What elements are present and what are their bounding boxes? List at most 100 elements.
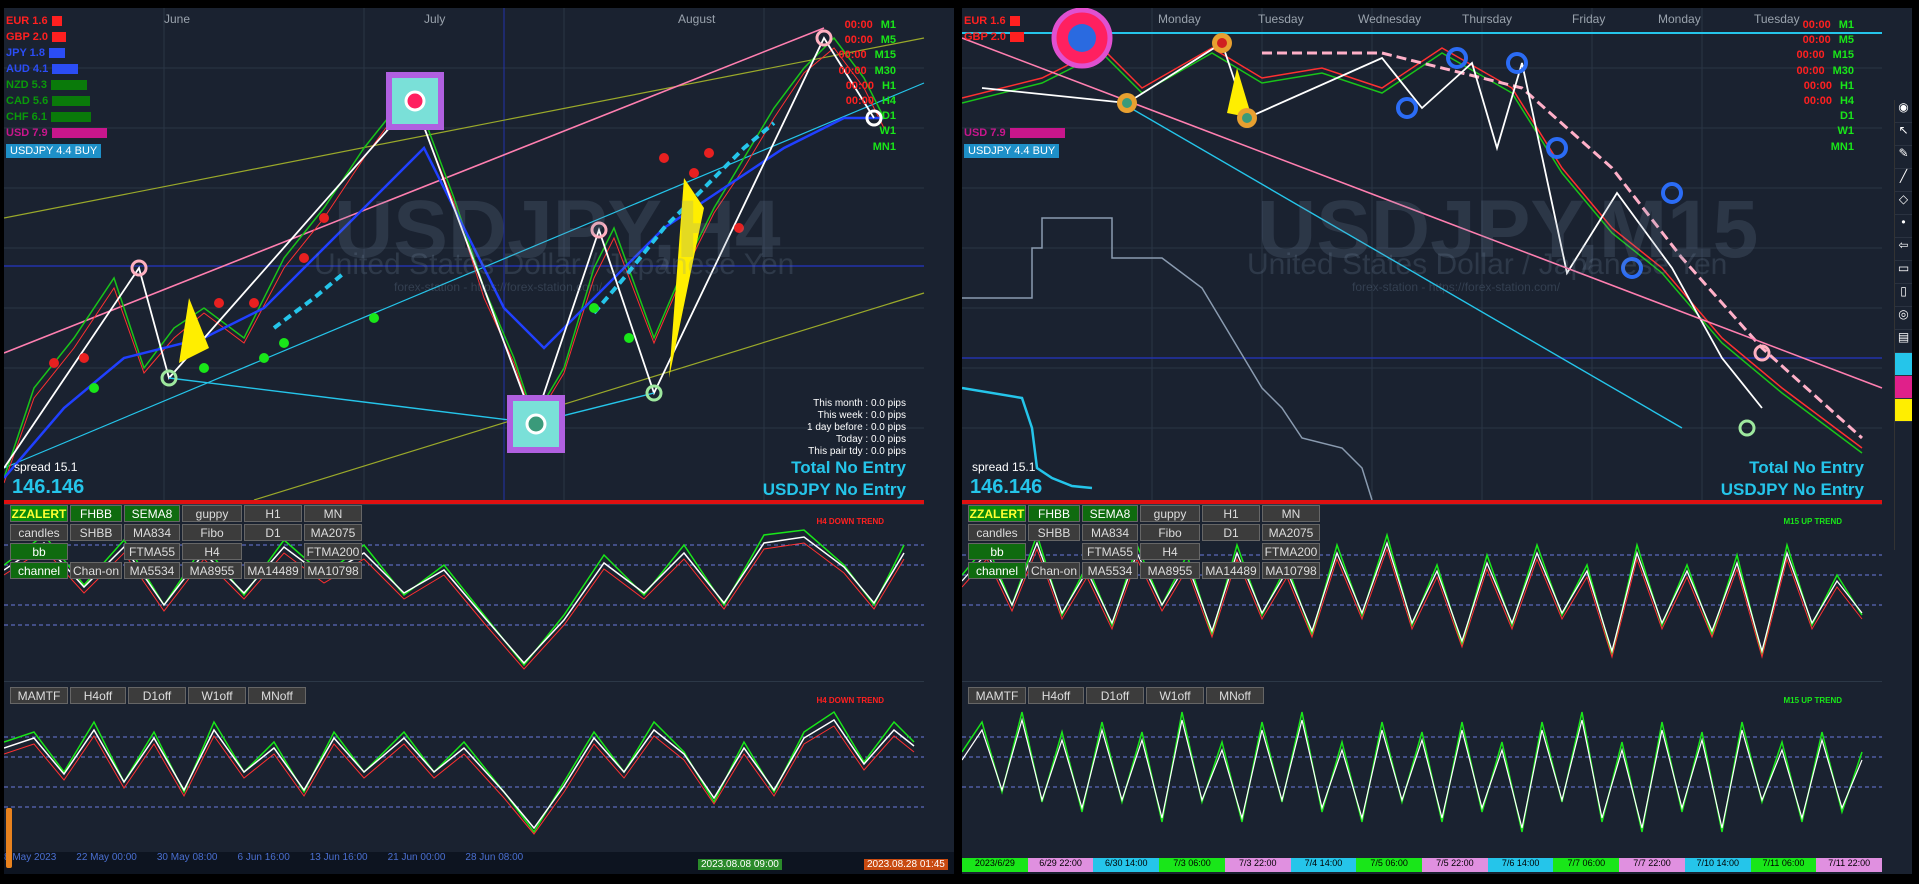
zzalert-button[interactable]: ZZALERT: [968, 505, 1026, 522]
bb-button[interactable]: bb: [10, 543, 68, 560]
date-highlight: 2023.08.28 01:45: [864, 859, 948, 870]
symbol-watermark: USDJPY,M15: [1257, 184, 1759, 275]
ma5534-button[interactable]: MA5534: [1082, 562, 1138, 579]
channel-button[interactable]: channel: [10, 562, 68, 579]
arrow-icon[interactable]: ⇦: [1895, 238, 1912, 261]
color-swatch-magenta[interactable]: [1895, 376, 1912, 399]
oscillator-panel-2[interactable]: MAMTF H4off D1off W1off MNoff H4 DOWN TR…: [4, 681, 924, 853]
chart-window-m15[interactable]: EUR 1.6 GBP 2.0 USD 7.9 USDJPY 4.4 BUY M…: [962, 8, 1912, 874]
symbol-name-watermark: United States Dollar / Japanese Yen: [1247, 248, 1728, 281]
mnoff-button[interactable]: MNoff: [248, 687, 306, 704]
currency-strength-usd: USD 7.9: [6, 126, 107, 140]
h4off-button[interactable]: H4off: [1028, 687, 1084, 704]
shbb-button[interactable]: SHBB: [70, 524, 122, 541]
sema8-button[interactable]: SEMA8: [124, 505, 180, 522]
oscillator-panel-1[interactable]: ZZALERT FHBB SEMA8 guppy H1 MN candles S…: [962, 504, 1882, 681]
time-axis: 8 May 2023 22 May 00:00 30 May 08:00 6 Jun …: [4, 852, 954, 874]
candles-button[interactable]: candles: [10, 524, 68, 541]
clipboard-icon[interactable]: ▤: [1895, 330, 1912, 353]
chan-on-button[interactable]: Chan-on: [70, 562, 122, 579]
trend-label: H4 DOWN TREND: [816, 517, 884, 526]
site-watermark: forex-station - https://forex-station.co…: [394, 280, 603, 294]
ma834-button[interactable]: MA834: [1082, 524, 1138, 541]
trend-label: H4 DOWN TREND: [816, 696, 884, 705]
fibo-button[interactable]: Fibo: [182, 524, 242, 541]
day-label: Tuesday: [1754, 12, 1800, 26]
chan-on-button[interactable]: Chan-on: [1028, 562, 1080, 579]
cursor-icon[interactable]: ↖: [1895, 123, 1912, 146]
w1off-button[interactable]: W1off: [188, 687, 246, 704]
ftma200-button[interactable]: FTMA200: [304, 543, 362, 560]
color-swatch-yellow[interactable]: [1895, 399, 1912, 422]
oscillator-panel-2[interactable]: MAMTF H4off D1off W1off MNoff M15 UP TRE…: [962, 681, 1882, 853]
ma5534-button[interactable]: MA5534: [124, 562, 180, 579]
candles-button[interactable]: candles: [968, 524, 1026, 541]
w1off-button[interactable]: W1off: [1146, 687, 1204, 704]
h4-button[interactable]: H4: [182, 543, 242, 560]
fibo-button[interactable]: Fibo: [1140, 524, 1200, 541]
ma834-button[interactable]: MA834: [124, 524, 180, 541]
fhbb-button[interactable]: FHBB: [70, 505, 122, 522]
mamtf-button[interactable]: MAMTF: [10, 687, 68, 704]
d1-button[interactable]: D1: [1202, 524, 1260, 541]
camera-icon[interactable]: ◎: [1895, 307, 1912, 330]
mamtf-button[interactable]: MAMTF: [968, 687, 1026, 704]
ma2075-button[interactable]: MA2075: [1262, 524, 1320, 541]
drawing-toolbar[interactable]: ◉ ↖ ✎ ╱ ◇ • ⇦ ▭ ▯ ◎ ▤: [1894, 100, 1912, 550]
ftma55-button[interactable]: FTMA55: [1082, 543, 1138, 560]
trend-label: M15 UP TREND: [1783, 696, 1842, 705]
ma10798-button[interactable]: MA10798: [1262, 562, 1320, 579]
guppy-button[interactable]: guppy: [182, 505, 242, 522]
folder-icon[interactable]: ▯: [1895, 284, 1912, 307]
oscillator-panel-1[interactable]: ZZALERT FHBB SEMA8 guppy H1 MN candles S…: [4, 504, 924, 681]
line-tool-icon[interactable]: ╱: [1895, 169, 1912, 192]
ma14489-button[interactable]: MA14489: [1202, 562, 1260, 579]
ftma55-button[interactable]: FTMA55: [124, 543, 180, 560]
ma8955-button[interactable]: MA8955: [182, 562, 242, 579]
sema8-button[interactable]: SEMA8: [1082, 505, 1138, 522]
symbol-name-watermark: United States Dollar / Japanese Yen: [314, 248, 795, 281]
h1-button[interactable]: H1: [244, 505, 302, 522]
pencil-icon[interactable]: ✎: [1895, 146, 1912, 169]
spread-label: spread 15.1: [14, 460, 78, 474]
ma14489-button[interactable]: MA14489: [244, 562, 302, 579]
ruler-icon[interactable]: ◇: [1895, 192, 1912, 215]
h1-button[interactable]: H1: [1202, 505, 1260, 522]
d1-button[interactable]: D1: [244, 524, 302, 541]
bid-price: 146.146: [970, 476, 1043, 498]
pips-stats: This month : 0.0 pips This week : 0.0 pip…: [807, 398, 906, 457]
h4-button[interactable]: H4: [1140, 543, 1200, 560]
mn-button[interactable]: MN: [1262, 505, 1320, 522]
ftma200-button[interactable]: FTMA200: [1262, 543, 1320, 560]
color-swatch-cyan[interactable]: [1895, 353, 1912, 376]
price-separator: [962, 500, 1882, 504]
price-chart-h4[interactable]: [4, 8, 954, 500]
shbb-button[interactable]: SHBB: [1028, 524, 1080, 541]
d1off-button[interactable]: D1off: [1086, 687, 1144, 704]
guppy-button[interactable]: guppy: [1140, 505, 1200, 522]
chart-window-h4[interactable]: EUR 1.6 GBP 2.0 JPY 1.8 AUD 4.1 NZD 5.3 …: [4, 8, 954, 874]
total-entry-status: Total No Entry: [791, 458, 906, 477]
ma10798-button[interactable]: MA10798: [304, 562, 362, 579]
currency-strength-gbp: GBP 2.0: [964, 30, 1024, 44]
zzalert-button[interactable]: ZZALERT: [10, 505, 68, 522]
day-label: Friday: [1572, 12, 1606, 26]
price-chart-m15[interactable]: [962, 8, 1912, 500]
currency-strength-eur: EUR 1.6: [6, 14, 62, 28]
ma8955-button[interactable]: MA8955: [1140, 562, 1200, 579]
h4off-button[interactable]: H4off: [70, 687, 126, 704]
bb-button[interactable]: bb: [968, 543, 1026, 560]
scroll-indicator[interactable]: [6, 808, 12, 868]
mn-button[interactable]: MN: [304, 505, 362, 522]
eye-icon[interactable]: ◉: [1895, 100, 1912, 123]
dot-icon[interactable]: •: [1895, 215, 1912, 238]
mnoff-button[interactable]: MNoff: [1206, 687, 1264, 704]
site-watermark: forex-station - https://forex-station.co…: [1352, 280, 1561, 294]
channel-button[interactable]: channel: [968, 562, 1026, 579]
rect-icon[interactable]: ▭: [1895, 261, 1912, 284]
signal-tag: USDJPY 4.4 BUY: [964, 144, 1060, 158]
fhbb-button[interactable]: FHBB: [1028, 505, 1080, 522]
ma2075-button[interactable]: MA2075: [304, 524, 362, 541]
spread-label: spread 15.1: [972, 460, 1036, 474]
d1off-button[interactable]: D1off: [128, 687, 186, 704]
